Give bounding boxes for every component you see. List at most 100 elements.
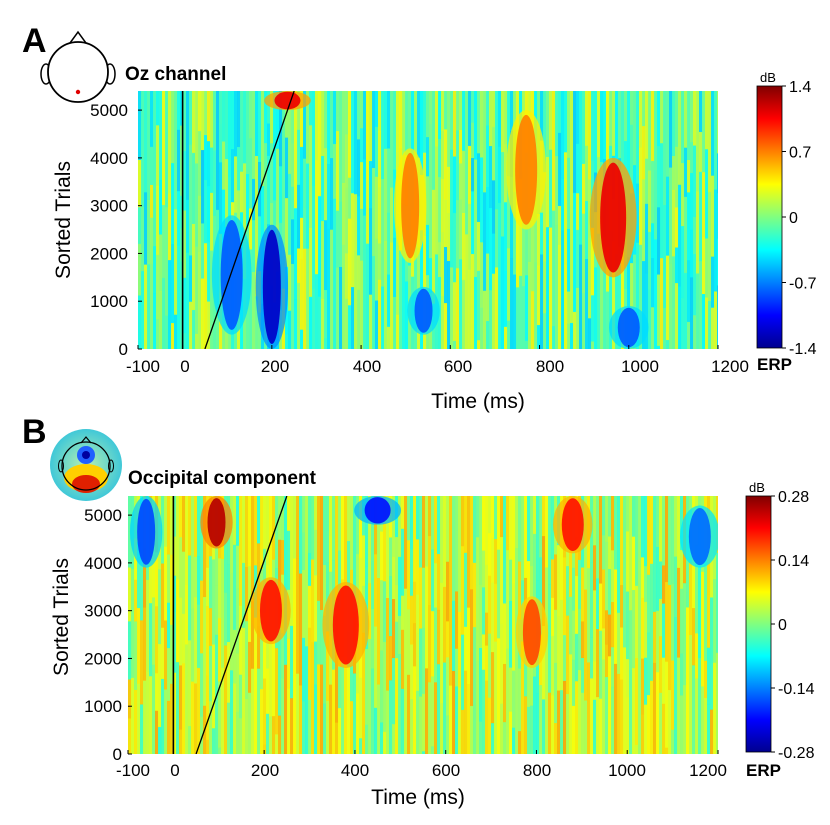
texture-stripe <box>359 677 363 739</box>
texture-stripe <box>410 595 414 645</box>
colorbar-tick-label: 0 <box>789 210 798 227</box>
texture-stripe <box>576 143 580 194</box>
texture-stripe <box>606 291 610 349</box>
texture-stripe <box>189 255 193 303</box>
texture-stripe <box>491 496 495 539</box>
texture-stripe <box>233 683 237 754</box>
texture-stripe <box>236 653 240 713</box>
texture-stripe <box>609 230 613 349</box>
texture-stripe <box>167 554 171 604</box>
texture-stripe <box>386 690 390 754</box>
texture-stripe <box>488 575 492 635</box>
panel-b-plot <box>128 496 718 754</box>
texture-stripe <box>303 248 307 349</box>
texture-stripe <box>653 496 657 552</box>
texture-stripe <box>455 686 459 754</box>
texture-stripe <box>350 496 354 571</box>
texture-stripe <box>327 163 331 230</box>
texture-stripe <box>486 321 490 349</box>
texture-stripe <box>333 91 337 145</box>
panel-a-colorbar-unit: dB <box>760 70 776 85</box>
texture-stripe <box>447 91 451 168</box>
texture-stripe <box>381 179 385 287</box>
texture-stripe <box>183 151 187 211</box>
texture-stripe <box>575 575 579 635</box>
texture-stripe <box>675 283 679 349</box>
texture-stripe <box>455 530 459 592</box>
texture-stripe <box>150 91 154 148</box>
y-tick-label: 5000 <box>84 506 122 525</box>
texture-stripe <box>614 569 618 665</box>
texture-stripe <box>197 496 201 557</box>
texture-stripe <box>554 723 558 754</box>
texture-stripe <box>497 638 501 754</box>
texture-stripe <box>317 600 321 665</box>
texture-stripe <box>668 689 672 754</box>
texture-stripe <box>485 645 489 682</box>
texture-stripe <box>237 91 241 148</box>
texture-stripe <box>653 662 657 754</box>
texture-stripe <box>684 91 688 149</box>
texture-stripe <box>254 617 258 651</box>
texture-stripe <box>540 212 544 255</box>
texture-stripe <box>278 627 282 716</box>
texture-stripe <box>174 91 178 210</box>
texture-stripe <box>518 731 522 754</box>
texture-stripe <box>306 163 310 250</box>
texture-stripe <box>431 746 435 754</box>
texture-stripe <box>608 656 612 754</box>
colorbar-tick-label: 0.7 <box>789 145 811 162</box>
texture-stripe <box>687 160 691 193</box>
texture-stripe <box>630 124 634 194</box>
texture-stripe <box>711 307 715 349</box>
panel-a-colorbar-gradient <box>756 85 783 349</box>
texture-stripe <box>509 667 513 713</box>
y-tick-label: 2000 <box>90 244 128 263</box>
texture-stripe <box>504 91 508 145</box>
x-tick-label: 0 <box>170 761 179 780</box>
texture-stripe <box>128 718 132 754</box>
texture-stripe <box>141 271 145 349</box>
panel-b-ylabel: Sorted Trials <box>50 558 73 676</box>
texture-stripe <box>539 557 543 635</box>
texture-stripe <box>587 662 591 754</box>
texture-stripe <box>632 589 636 669</box>
texture-stripe <box>620 679 624 754</box>
x-tick-label: 1200 <box>711 357 749 376</box>
texture-stripe <box>684 272 688 349</box>
texture-stripe <box>387 326 391 349</box>
texture-stripe <box>416 496 420 540</box>
texture-stripe <box>405 91 409 156</box>
texture-stripe <box>437 609 441 665</box>
texture-stripe <box>324 338 328 349</box>
texture-stripe <box>678 91 682 186</box>
texture-stripe <box>321 155 325 222</box>
texture-stripe <box>471 254 475 349</box>
texture-stripe <box>321 91 325 157</box>
texture-stripe <box>459 259 463 349</box>
texture-stripe <box>575 537 579 577</box>
texture-stripe <box>423 91 427 154</box>
texture-stripe <box>653 611 657 664</box>
texture-stripe <box>485 680 489 754</box>
texture-stripe <box>404 496 408 590</box>
texture-stripe <box>393 237 397 298</box>
texture-stripe <box>143 547 147 608</box>
texture-stripe <box>428 682 432 754</box>
texture-stripe <box>678 184 682 287</box>
texture-stripe <box>489 146 493 209</box>
texture-stripe <box>713 579 717 664</box>
texture-stripe <box>320 609 324 665</box>
texture-stripe <box>546 157 550 228</box>
texture-stripe <box>369 161 373 209</box>
texture-stripe <box>702 294 706 349</box>
texture-stripe <box>377 496 381 579</box>
texture-stripe <box>576 229 580 289</box>
texture-stripe <box>462 213 466 281</box>
texture-stripe <box>330 91 334 159</box>
texture-stripe <box>509 600 513 668</box>
texture-stripe <box>174 314 178 349</box>
texture-stripe <box>204 179 208 244</box>
texture-stripe <box>612 241 616 349</box>
texture-stripe <box>354 250 358 349</box>
